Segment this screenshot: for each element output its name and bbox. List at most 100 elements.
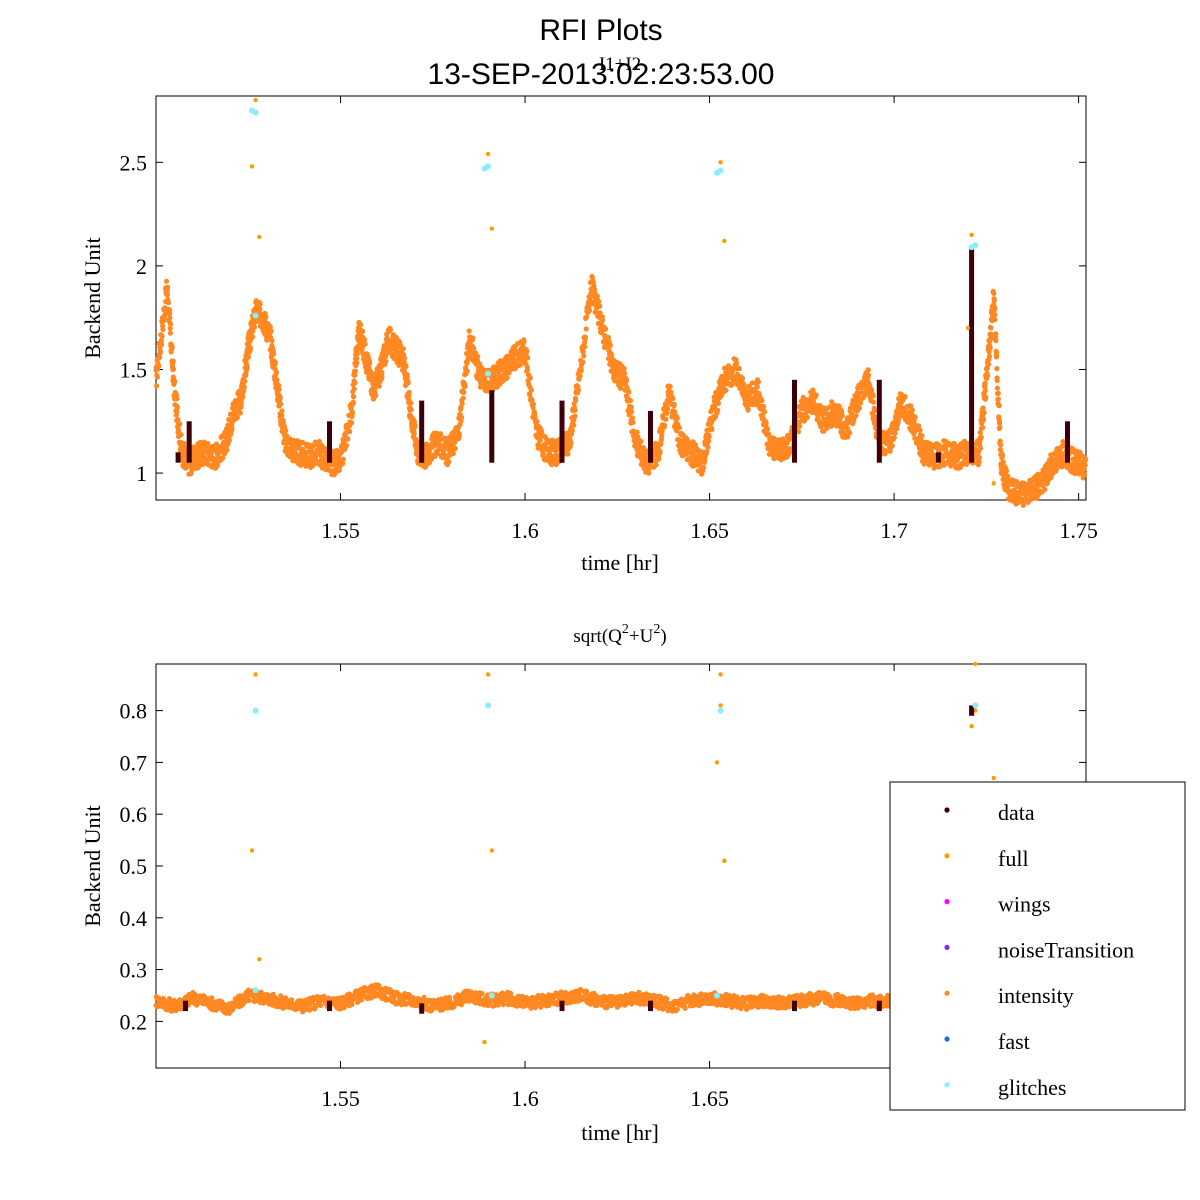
intensity-point [157, 349, 163, 355]
intensity-point [383, 358, 389, 364]
intensity-point [354, 360, 360, 366]
intensity-point [464, 368, 470, 374]
intensity-point [1042, 487, 1048, 493]
xtick-label: 1.65 [690, 1086, 729, 1111]
intensity-point [646, 470, 652, 476]
intensity-point [224, 447, 230, 453]
intensity-point [528, 387, 535, 393]
intensity-point [537, 437, 543, 444]
intensity-point [257, 301, 263, 307]
intensity-point [755, 379, 762, 385]
intensity-point [170, 366, 177, 372]
intensity-point [540, 451, 546, 457]
intensity-point [634, 429, 640, 435]
intensity-point [524, 348, 530, 354]
intensity-point [343, 430, 349, 436]
intensity-point [882, 448, 889, 454]
top-plot-marks [153, 97, 1089, 508]
intensity-point [474, 357, 480, 363]
intensity-point [525, 355, 531, 361]
intensity-point [283, 428, 289, 434]
intensity-point [889, 443, 895, 449]
full-point [965, 325, 971, 331]
intensity-point [670, 395, 676, 402]
intensity-point [653, 462, 659, 468]
intensity-point [174, 405, 180, 411]
intensity-point [628, 404, 634, 410]
intensity-point [276, 382, 282, 388]
intensity-point [182, 465, 189, 471]
intensity-point [276, 386, 282, 392]
intensity-point [603, 326, 609, 332]
intensity-point [404, 374, 410, 380]
intensity-point [176, 428, 182, 434]
ytick-label: 0.5 [120, 854, 148, 879]
xtick-label: 1.7 [880, 518, 908, 543]
intensity-point [352, 368, 358, 374]
intensity-point [459, 400, 465, 407]
intensity-point [982, 380, 988, 386]
intensity-point [462, 383, 468, 389]
intensity-point [438, 431, 444, 437]
intensity-point [174, 396, 180, 402]
intensity-point [622, 370, 628, 377]
intensity-point [997, 424, 1003, 430]
intensity-point [367, 360, 373, 366]
intensity-point [594, 293, 600, 299]
intensity-point [405, 380, 411, 386]
top-plot-ylabel: Backend Unit [80, 237, 105, 359]
intensity-point [172, 378, 178, 385]
intensity-point [565, 451, 571, 457]
top-plot-title: I1+I2 [599, 54, 641, 75]
intensity-point [539, 429, 545, 435]
intensity-point [318, 1002, 324, 1009]
intensity-point [349, 410, 356, 416]
intensity-point [578, 368, 584, 374]
intensity-point [580, 349, 586, 355]
intensity-point [237, 410, 243, 416]
intensity-point [596, 299, 602, 305]
intensity-point [160, 326, 166, 332]
full-point [253, 97, 258, 103]
intensity-point [504, 375, 510, 381]
intensity-point [853, 413, 859, 419]
intensity-point [813, 392, 819, 398]
xtick-label: 1.65 [690, 518, 729, 543]
full-point [489, 226, 494, 231]
intensity-point [157, 354, 163, 360]
xtick-label: 1.55 [321, 1086, 360, 1111]
intensity-point [976, 454, 982, 460]
bottom-plot-title-b: +U [629, 626, 654, 647]
intensity-point [870, 399, 877, 405]
intensity-point [475, 353, 481, 360]
intensity-point [909, 407, 915, 413]
ytick-label: 1.5 [120, 357, 148, 382]
intensity-point [530, 401, 537, 407]
intensity-point [656, 456, 662, 462]
intensity-point [870, 393, 876, 399]
intensity-point [447, 439, 453, 445]
intensity-point [349, 1001, 355, 1008]
intensity-point [161, 317, 167, 323]
ytick-label: 0.6 [120, 802, 148, 827]
intensity-point [981, 410, 987, 416]
intensity-point [1005, 473, 1011, 479]
intensity-point [891, 435, 897, 441]
intensity-point [997, 418, 1003, 424]
intensity-point [599, 317, 606, 323]
intensity-point [460, 395, 466, 401]
intensity-point [580, 359, 586, 365]
intensity-point [978, 445, 984, 451]
data-spike [792, 379, 797, 463]
intensity-point [581, 353, 587, 359]
intensity-point [582, 334, 589, 340]
intensity-point [350, 399, 356, 405]
top-plot-xlabel: time [hr] [581, 550, 659, 575]
intensity-point [629, 409, 635, 415]
intensity-point [220, 455, 226, 461]
intensity-point [706, 434, 712, 440]
intensity-point [403, 364, 409, 370]
intensity-point [154, 374, 160, 380]
intensity-point [985, 373, 991, 379]
intensity-point [263, 314, 269, 320]
